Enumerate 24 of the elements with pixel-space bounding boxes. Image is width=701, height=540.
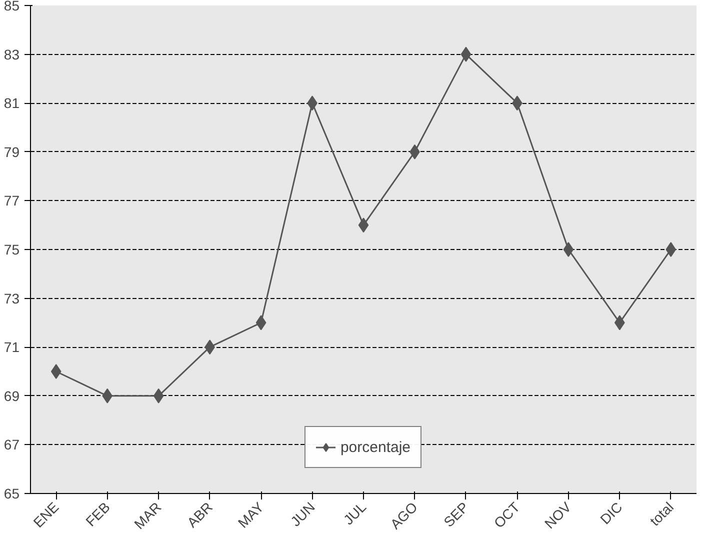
y-tick-label: 77 bbox=[4, 192, 20, 209]
y-tick-label: 81 bbox=[4, 95, 20, 112]
y-tick-label: 75 bbox=[4, 242, 20, 258]
y-tick-label: 69 bbox=[4, 388, 20, 404]
y-tick-label: 83 bbox=[4, 46, 20, 62]
point bbox=[614, 315, 625, 330]
point bbox=[50, 364, 62, 379]
y-tick-label: 73 bbox=[4, 290, 20, 306]
y-tick-label: 65 bbox=[4, 486, 20, 502]
y-tick-label: 71 bbox=[4, 339, 20, 356]
point bbox=[256, 315, 266, 330]
point bbox=[102, 388, 113, 404]
legend-label: porcentaje bbox=[340, 438, 411, 456]
point bbox=[460, 46, 472, 62]
y-tick-label: 85 bbox=[4, 0, 20, 14]
y-tick-label: 67 bbox=[4, 436, 20, 453]
x-tick-label: JUL bbox=[340, 498, 370, 528]
point bbox=[153, 388, 164, 404]
point bbox=[358, 218, 369, 233]
x-tick-label: DIC bbox=[596, 498, 626, 528]
y-tick-label: 79 bbox=[4, 144, 20, 160]
point bbox=[563, 242, 574, 257]
point bbox=[666, 242, 676, 257]
x-tick-label: FEB bbox=[82, 498, 114, 530]
